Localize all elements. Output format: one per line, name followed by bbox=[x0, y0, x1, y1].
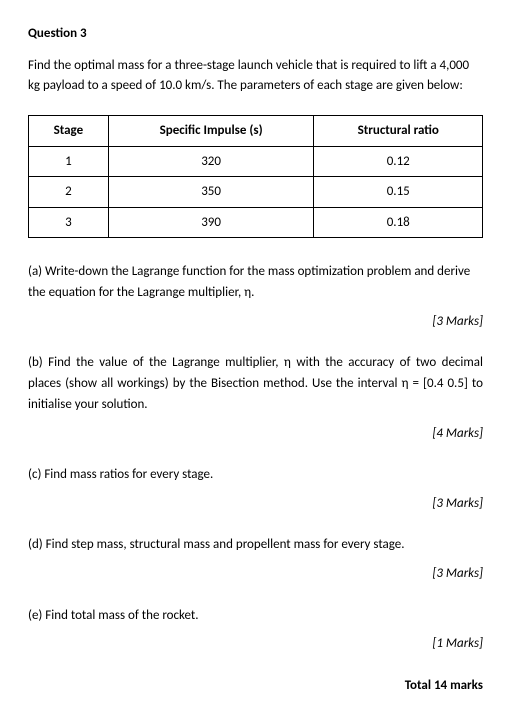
part-b-text: (b) Find the value of the Lagrange multi… bbox=[28, 355, 483, 412]
total-marks: Total 14 marks bbox=[28, 676, 483, 696]
table-cell: 390 bbox=[108, 207, 314, 238]
table-header: Stage bbox=[29, 116, 109, 147]
table-cell: 3 bbox=[29, 207, 109, 238]
part-e-text: (e) Find total mass of the rocket. bbox=[28, 608, 199, 623]
part-e: (e) Find total mass of the rocket. bbox=[28, 606, 483, 627]
part-c-text: (c) Find mass ratios for every stage. bbox=[28, 467, 213, 482]
table-header: Specific Impulse (s) bbox=[108, 116, 314, 147]
table-cell: 1 bbox=[29, 146, 109, 177]
question-title: Question 3 bbox=[28, 24, 483, 44]
table-cell: 0.15 bbox=[314, 177, 483, 208]
part-a-marks: [3 Marks] bbox=[28, 312, 483, 332]
part-b: (b) Find the value of the Lagrange multi… bbox=[28, 353, 483, 415]
part-c-marks: [3 Marks] bbox=[28, 494, 483, 514]
part-d-marks: [3 Marks] bbox=[28, 564, 483, 584]
table-cell: 0.18 bbox=[314, 207, 483, 238]
part-a: (a) Write-down the Lagrange function for… bbox=[28, 262, 483, 304]
part-b-marks: [4 Marks] bbox=[28, 424, 483, 444]
table-row: 3 390 0.18 bbox=[29, 207, 483, 238]
table-header: Structural ratio bbox=[314, 116, 483, 147]
part-d: (d) Find step mass, structural mass and … bbox=[28, 535, 483, 556]
table-cell: 0.12 bbox=[314, 146, 483, 177]
table-row: 1 320 0.12 bbox=[29, 146, 483, 177]
part-c: (c) Find mass ratios for every stage. bbox=[28, 465, 483, 486]
intro-text: Find the optimal mass for a three-stage … bbox=[28, 56, 483, 98]
table-row: 2 350 0.15 bbox=[29, 177, 483, 208]
part-d-text: (d) Find step mass, structural mass and … bbox=[28, 537, 405, 552]
table-cell: 350 bbox=[108, 177, 314, 208]
table-cell: 2 bbox=[29, 177, 109, 208]
part-a-text: (a) Write-down the Lagrange function for… bbox=[28, 264, 470, 300]
table-cell: 320 bbox=[108, 146, 314, 177]
table-header-row: Stage Specific Impulse (s) Structural ra… bbox=[29, 116, 483, 147]
part-e-marks: [1 Marks] bbox=[28, 634, 483, 654]
parameters-table: Stage Specific Impulse (s) Structural ra… bbox=[28, 115, 483, 238]
